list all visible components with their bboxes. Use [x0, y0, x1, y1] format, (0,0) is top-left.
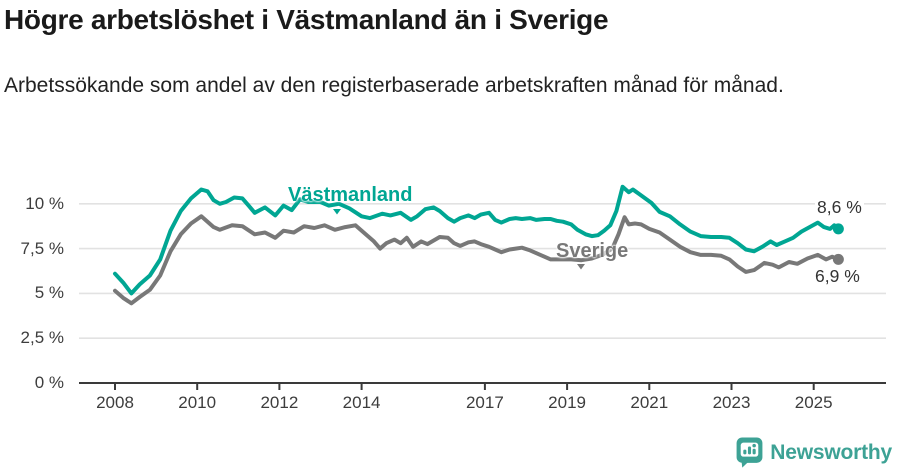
y-axis-label: 10 %	[25, 193, 64, 213]
y-axis-label: 5 %	[34, 283, 64, 303]
series-line-västmanland	[113, 184, 841, 296]
x-axis-label: 2017	[465, 393, 504, 412]
end-value-label-vastmanland: 8,6 %	[815, 197, 864, 218]
x-axis-label: 2023	[712, 393, 751, 412]
end-value-label-sverige: 6,9 %	[813, 266, 862, 287]
y-axis-label: 7,5 %	[20, 238, 64, 258]
series-label-vastmanland: Västmanland	[288, 184, 413, 206]
x-axis-label: 2025	[794, 393, 833, 412]
x-axis-label: 2010	[178, 393, 217, 412]
series-label-caret-västmanland	[333, 209, 341, 215]
series-line-sverige	[113, 214, 841, 306]
page-title: Högre arbetslöshet i Västmanland än i Sv…	[4, 4, 609, 35]
y-axis-label: 2,5 %	[20, 328, 64, 348]
x-axis-label: 2008	[96, 393, 134, 412]
newsworthy-logo: Newsworthy	[736, 437, 892, 468]
brand-wordmark: Newsworthy	[770, 440, 892, 464]
series-end-dot-sverige	[832, 253, 844, 265]
x-axis-label: 2014	[342, 393, 381, 412]
series-end-dot-västmanland	[832, 223, 844, 235]
newsworthy-pin-icon	[736, 437, 763, 468]
series-label-caret-sverige	[577, 264, 585, 270]
x-axis-label: 2012	[260, 393, 299, 412]
chart-subtitle: Arbetssökande som andel av den registerb…	[4, 74, 784, 97]
y-axis-label: 0 %	[34, 373, 64, 392]
series-label-sverige: Sverige	[556, 240, 629, 262]
x-axis-label: 2019	[548, 393, 586, 412]
x-axis-label: 2021	[630, 393, 669, 412]
